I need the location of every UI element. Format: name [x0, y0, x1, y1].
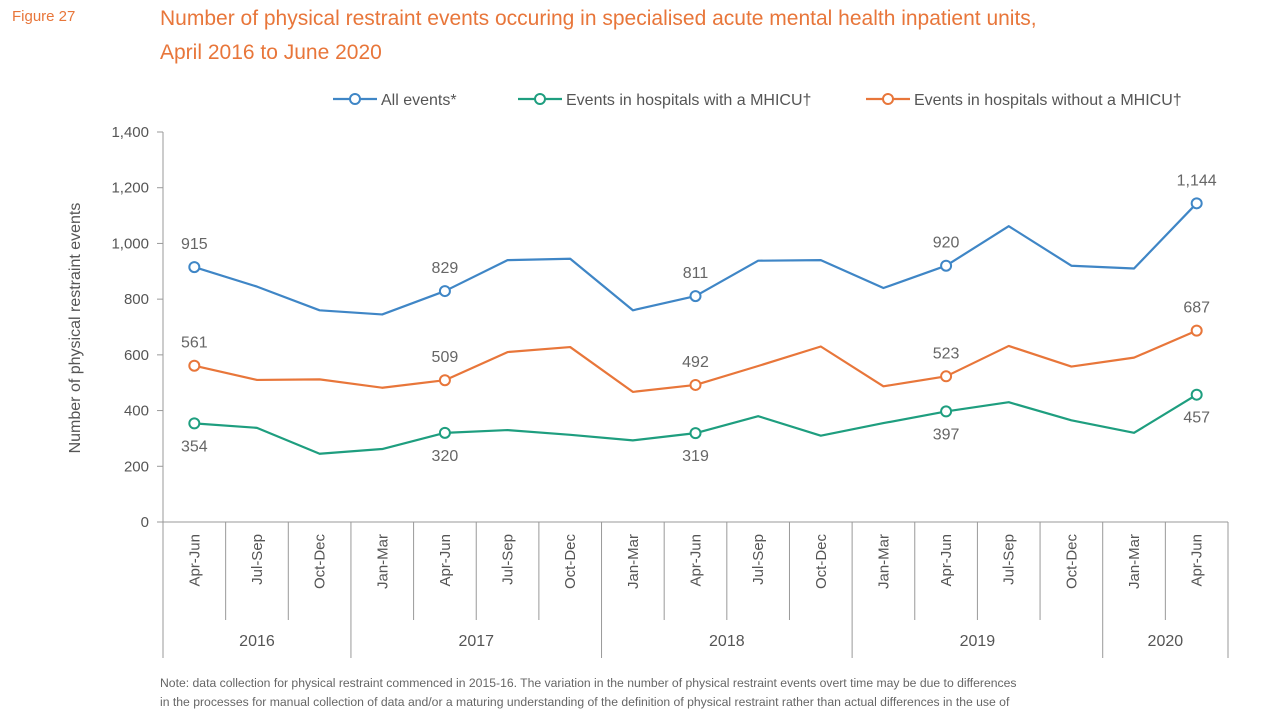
x-tick-label: Oct-Dec: [1063, 534, 1080, 590]
figure-label: Figure 27: [12, 8, 76, 25]
footnote-line-1: Note: data collection for physical restr…: [160, 676, 1017, 690]
series-layer: 915 829 811 920 1,144 354 320 319 397 457 561 509 49…: [181, 172, 1217, 465]
y-tick-label: 1,400: [111, 124, 149, 141]
data-point-marker: [1190, 388, 1203, 401]
y-tick-label: 600: [124, 347, 149, 364]
data-point-marker: [188, 261, 201, 274]
y-tick-label: 1,200: [111, 180, 149, 197]
y-axis-label: Number of physical restraint events: [67, 203, 84, 454]
data-point-marker: [188, 359, 201, 372]
data-label: 319: [682, 448, 709, 465]
x-tick-label: Oct-Dec: [312, 534, 329, 590]
data-point-marker: [438, 426, 451, 439]
x-axis: Apr-Jun Jul-Sep Oct-Dec Jan-Mar Apr-Jun Jul-S…: [162, 521, 1229, 658]
footnote: Note: data collection for physical restr…: [160, 674, 1270, 712]
legend-label: All events*: [381, 92, 457, 109]
y-tick-label: 200: [124, 458, 149, 475]
data-point-marker: [940, 405, 953, 418]
legend: All events* Events in hospitals with a MH…: [333, 92, 1182, 109]
data-label: 320: [432, 448, 459, 465]
y-tick-label: 1,000: [111, 235, 149, 252]
x-tick-label: Jan-Mar: [374, 534, 391, 589]
x-year-label: 2019: [960, 633, 996, 650]
legend-label: Events in hospitals with a MHICU†: [566, 92, 811, 109]
x-tick-label: Oct-Dec: [562, 534, 579, 590]
x-tick-label: Apr-Jun: [1189, 534, 1206, 587]
x-tick-label: Apr-Jun: [938, 534, 955, 587]
data-point-marker: [689, 290, 702, 303]
x-tick-label: Apr-Jun: [186, 534, 203, 587]
x-tick-label: Jul-Sep: [249, 534, 266, 585]
data-point-marker: [438, 374, 451, 387]
chart-title-line-1: Number of physical restraint events occu…: [160, 7, 1037, 30]
data-point-marker: [689, 378, 702, 391]
data-point-marker: [689, 427, 702, 440]
x-tick-label: Oct-Dec: [813, 534, 830, 590]
x-tick-label: Jul-Sep: [1001, 534, 1018, 585]
data-point-marker: [940, 259, 953, 272]
data-point-marker: [188, 417, 201, 430]
y-tick-label: 400: [124, 403, 149, 420]
data-label: 915: [181, 236, 208, 253]
y-tick-label: 0: [141, 514, 149, 531]
series-1: 354 320 319 397 457: [181, 388, 1210, 465]
data-label: 397: [933, 426, 960, 443]
data-label: 687: [1183, 300, 1210, 317]
data-point-marker: [1190, 324, 1203, 337]
data-label: 1,144: [1177, 172, 1217, 189]
data-point-marker: [940, 370, 953, 383]
data-label: 920: [933, 235, 960, 252]
data-label: 509: [432, 349, 459, 366]
x-tick-label: Jan-Mar: [625, 534, 642, 589]
legend-label: Events in hospitals without a MHICU†: [914, 92, 1182, 109]
data-label: 354: [181, 438, 208, 455]
x-year-label: 2017: [458, 633, 494, 650]
data-point-marker: [438, 285, 451, 298]
chart-title: Number of physical restraint events occu…: [160, 2, 1270, 70]
x-year-label: 2016: [239, 633, 275, 650]
legend-marker: [534, 93, 546, 105]
x-tick-label: Apr-Jun: [688, 534, 705, 587]
y-axis: 0 200 400 600 800 1,000 1,200 1,400: [111, 124, 164, 531]
x-tick-label: Jul-Sep: [500, 534, 517, 585]
x-tick-label: Jan-Mar: [875, 534, 892, 589]
data-label: 523: [933, 345, 960, 362]
series-line: [194, 393, 1198, 455]
data-label: 492: [682, 354, 709, 371]
data-point-marker: [1190, 197, 1203, 210]
x-year-label: 2020: [1148, 633, 1184, 650]
data-label: 829: [432, 260, 459, 277]
data-label: 811: [683, 265, 709, 282]
x-tick-label: Apr-Jun: [437, 534, 454, 587]
y-tick-label: 800: [124, 291, 149, 308]
series-2: 561 509 492 523 687: [181, 300, 1210, 394]
footnote-line-2: in the processes for manual collection o…: [160, 695, 1010, 709]
x-tick-label: Jan-Mar: [1126, 534, 1143, 589]
x-tick-label: Jul-Sep: [750, 534, 767, 585]
chart-title-line-2: April 2016 to June 2020: [160, 41, 382, 64]
data-label: 457: [1183, 410, 1210, 427]
series-0: 915 829 811 920 1,144: [181, 172, 1217, 316]
data-label: 561: [181, 335, 208, 352]
legend-marker: [349, 93, 361, 105]
legend-marker: [882, 93, 894, 105]
x-year-label: 2018: [709, 633, 745, 650]
